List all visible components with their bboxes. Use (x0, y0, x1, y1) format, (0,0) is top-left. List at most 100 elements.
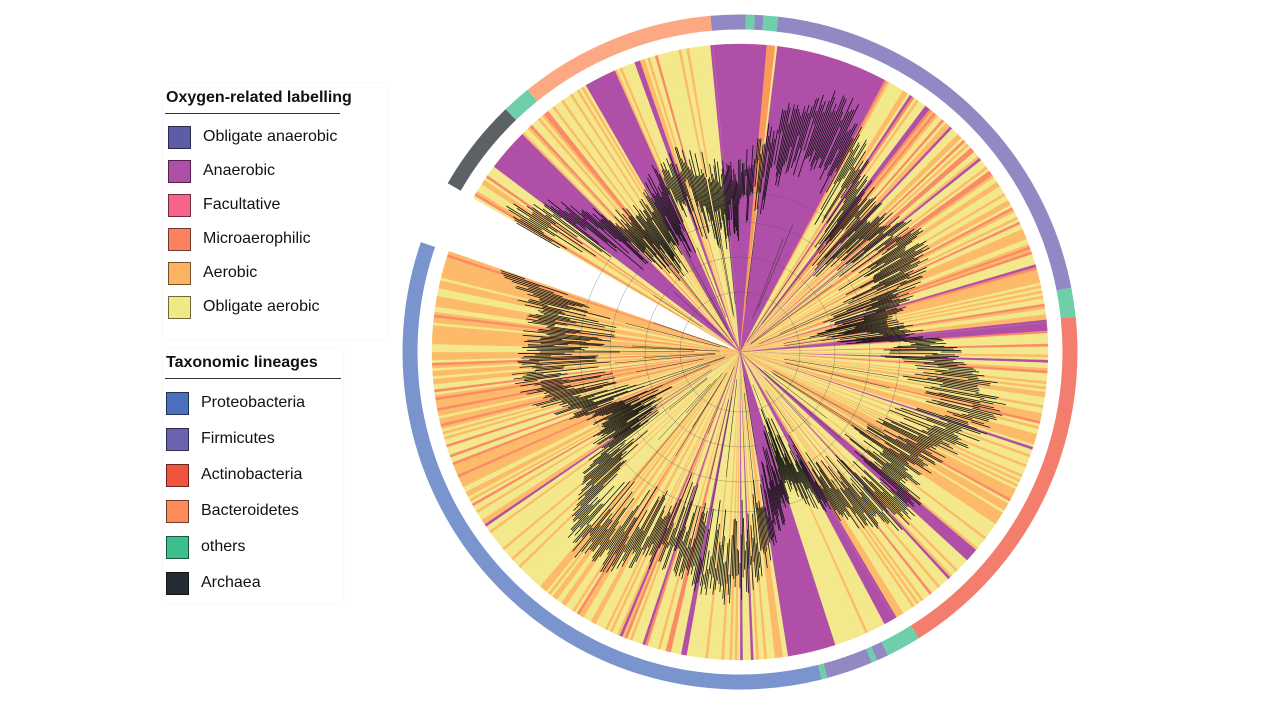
tree-branch (635, 358, 704, 373)
tree-branch (893, 345, 945, 349)
legend-item-bacteroidetes: Bacteroidetes (163, 493, 343, 529)
tree-branch (700, 169, 713, 221)
tree-branch (567, 395, 595, 405)
tree-branch (669, 378, 708, 410)
tree-branch (603, 409, 658, 449)
tree-branch (526, 205, 583, 245)
legend-label: Obligate anaerobic (203, 128, 338, 145)
tree-branch (578, 485, 595, 500)
tree-branch (934, 361, 964, 364)
tree-branch (833, 149, 854, 185)
tree-branch (925, 392, 995, 409)
tree-branch (693, 556, 702, 592)
tree-branch (863, 309, 904, 321)
tree-branch (916, 347, 958, 349)
tree-branch (775, 456, 786, 484)
tree-branch (840, 168, 860, 199)
tree-branch (864, 222, 899, 251)
tree-branch (894, 408, 959, 432)
tree-branch (775, 107, 791, 177)
anaerobic-clade-wedge (739, 46, 885, 353)
legend-item-obligate-aerobic: Obligate aerobic (163, 290, 388, 324)
tree-branch (785, 108, 800, 162)
tree-branch (805, 100, 826, 159)
tree-branch (898, 435, 933, 455)
tree-branch (885, 417, 954, 449)
tree-branch (548, 388, 575, 395)
tree-branch (838, 324, 888, 335)
tree-branch (529, 299, 570, 310)
tree-branch (506, 205, 555, 237)
tree-branch (623, 228, 663, 270)
tree-branch (757, 144, 764, 193)
tree-branch (661, 191, 692, 253)
tree-branch (923, 372, 979, 380)
tree-branch (952, 414, 985, 425)
tree-branch (702, 173, 719, 246)
tree-branch (712, 523, 720, 578)
tree-branch (780, 299, 854, 334)
tree-branch (686, 538, 696, 571)
legend-swatch (166, 499, 189, 523)
tree-branch (585, 453, 623, 486)
lineage-segment-others (1056, 287, 1076, 319)
tree-branch (609, 418, 640, 440)
lineage-segment-others (762, 15, 779, 32)
tree-branch (521, 355, 599, 359)
tree-branch (864, 470, 906, 511)
tree-branch (552, 213, 611, 258)
tree-branch (579, 344, 720, 352)
tree-branch (697, 559, 703, 584)
tree-branch (583, 448, 621, 478)
tree-branch (767, 515, 773, 541)
tree-branch (714, 179, 723, 228)
tree-branch (669, 163, 687, 206)
tree-branch (842, 306, 907, 325)
tree-branch (543, 205, 562, 219)
tree-branch (865, 295, 914, 312)
tree-branch (900, 275, 922, 285)
tree-branch (654, 168, 685, 232)
tree-branch (890, 219, 912, 237)
tree-branch (765, 390, 794, 432)
tree-branch (946, 410, 973, 419)
tree-branch (811, 468, 841, 515)
tree-branch (845, 322, 887, 332)
tree-branch (879, 329, 907, 334)
legend-label: Anaerobic (203, 162, 276, 179)
tree-branch (730, 161, 735, 235)
tree-branch (846, 281, 921, 311)
tree-branch (843, 322, 904, 335)
tree-branch (622, 496, 660, 562)
tree-branch (625, 223, 671, 274)
tree-branch (889, 448, 915, 465)
tree-branch (842, 139, 867, 179)
tree-branch (830, 123, 858, 176)
tree-branch (527, 321, 555, 327)
tree-branch (812, 97, 820, 118)
tree-branch (847, 487, 879, 527)
tree-branch (700, 508, 714, 586)
tree-branch (709, 399, 729, 479)
tree-branch (520, 218, 545, 234)
tree-branch (625, 322, 721, 348)
tree-branch (854, 198, 871, 218)
oxygen-legend-title: Oxygen-related labelling (166, 89, 352, 106)
tree-branch (586, 211, 617, 240)
tree-branch (733, 168, 737, 228)
tree-branch (835, 138, 854, 172)
tree-branch (592, 207, 628, 242)
tree-branch (598, 221, 622, 242)
tree-branch (515, 287, 583, 308)
tree-branch (754, 153, 762, 211)
tree-branch (783, 358, 898, 378)
tree-branch (743, 374, 757, 455)
tree-branch (515, 380, 538, 384)
tree-branch (726, 163, 731, 206)
tree-branch (750, 525, 754, 562)
tree-branch (562, 389, 608, 404)
tree-branch (643, 505, 666, 550)
tree-branch (825, 198, 862, 244)
taxonomic-lineage-ring (402, 14, 1078, 690)
tree-branch (736, 180, 738, 237)
